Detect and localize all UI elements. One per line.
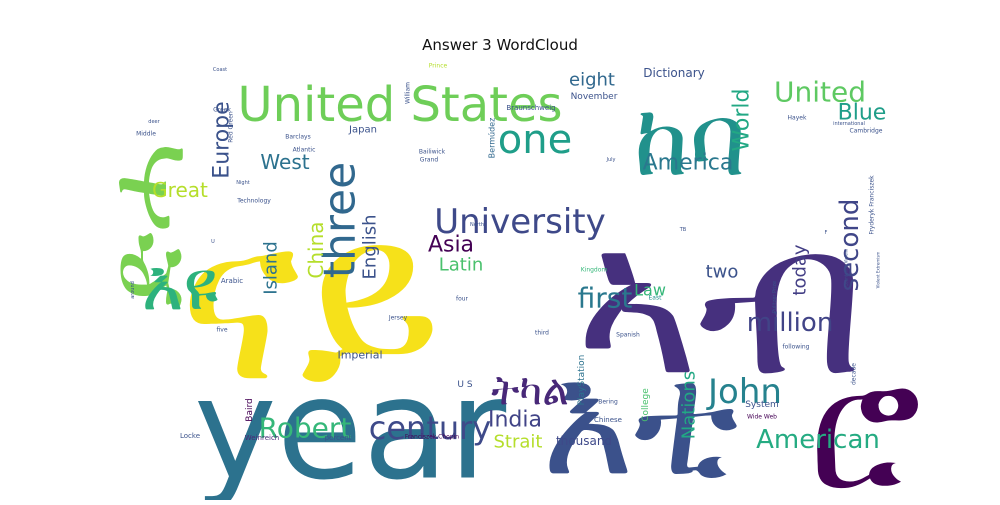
word-label: around — [130, 281, 136, 299]
word-label: World — [730, 88, 755, 151]
word-label: Japan — [348, 125, 377, 136]
word-label: million — [747, 308, 834, 338]
word-label: today — [790, 244, 811, 296]
word-label: July — [606, 157, 616, 163]
word-label: Europe — [210, 101, 235, 178]
word-label: እዩ — [142, 244, 219, 326]
word-label: System — [745, 400, 779, 410]
word-label: Barclays — [285, 134, 310, 141]
word-label: Fryderyk Franciszek — [869, 175, 876, 235]
word-label: Braunschweig — [506, 104, 555, 112]
word-label: American — [756, 425, 880, 455]
word-label: Cambridge — [850, 128, 883, 135]
word-label: Chinese — [594, 416, 622, 424]
word-label: Great — [152, 178, 208, 202]
word-label: third — [535, 330, 549, 337]
word-label: ድሓ — [81, 142, 209, 308]
word-label: Prince — [429, 63, 448, 70]
word-label: year — [194, 349, 507, 501]
word-label: Coast — [213, 67, 227, 73]
word-label: Bering — [598, 399, 618, 406]
word-label: U — [211, 239, 215, 245]
word-label: Greek — [213, 107, 231, 114]
word-label: F — [825, 230, 828, 236]
word-label: Strait — [494, 432, 543, 453]
word-label: U S — [457, 380, 472, 390]
word-label: Blue — [838, 101, 887, 126]
word-label: India — [488, 408, 542, 433]
word-label: November — [571, 92, 618, 102]
word-label: Pulitzer Prize — [772, 281, 778, 313]
word-label: ሮ — [809, 331, 922, 500]
word-label: Asia — [428, 233, 474, 258]
word-label: four — [456, 296, 469, 303]
word-label: Dictionary — [643, 66, 705, 80]
word-label: percent — [325, 434, 352, 442]
word-label: Violent Extremism — [876, 252, 881, 289]
word-label: America — [643, 151, 734, 176]
word-label: Latin — [439, 255, 484, 276]
word-label: three — [315, 162, 366, 278]
word-label: East — [649, 295, 663, 302]
word-label: North — [470, 222, 484, 228]
word-label: PlayStation — [577, 355, 587, 406]
word-label: one — [498, 117, 572, 163]
word-label: Atlantic — [293, 147, 316, 154]
word-label: Robert — [259, 412, 352, 445]
word-label: United States — [237, 77, 562, 133]
word-label: United — [774, 76, 866, 109]
word-label: Law — [634, 281, 666, 300]
word-label: Arabic — [221, 277, 243, 285]
word-label: Island — [261, 241, 282, 295]
word-label: ከባ — [634, 82, 747, 199]
word-label: ናይ — [178, 167, 441, 434]
word-label: Wide Web — [747, 414, 777, 421]
word-label: Franciszek Chopin — [405, 434, 459, 441]
word-label: Technology — [236, 198, 271, 205]
word-label: first — [578, 282, 633, 315]
word-label: Locke — [180, 432, 200, 440]
word-label: Weinreich — [245, 434, 279, 442]
word-label: China — [304, 221, 328, 278]
word-label: Middle — [136, 131, 156, 138]
word-label: John — [706, 372, 782, 412]
word-label: TB — [679, 227, 687, 233]
word-label: eight — [569, 70, 615, 91]
word-label: Night — [236, 180, 249, 186]
word-label: Red Green — [228, 111, 235, 143]
word-label: second — [835, 199, 865, 292]
chart-title: Answer 3 WordCloud — [422, 36, 578, 54]
word-label: ትካል — [491, 366, 569, 415]
word-label: Kingdom — [581, 267, 608, 274]
word-label: international — [833, 121, 865, 127]
word-label: West — [260, 150, 309, 174]
word-label: Hayek — [788, 115, 807, 122]
word-label: ኣብ — [575, 178, 865, 423]
word-label: Imperial — [337, 349, 382, 362]
word-label: two — [706, 262, 739, 283]
word-label: Baird — [245, 398, 255, 421]
word-label: College — [641, 388, 651, 422]
word-label: Nations — [679, 371, 700, 439]
word-label: thousand — [556, 434, 612, 448]
word-label: Bailiwick — [419, 149, 446, 156]
word-label: Countering Violent — [844, 249, 849, 287]
word-label: Grand — [420, 157, 439, 164]
word-label: Spanish — [616, 332, 640, 339]
word-label: English — [360, 215, 381, 280]
word-label: William — [405, 82, 412, 104]
word-label: እቲ — [542, 330, 739, 501]
word-label: century — [369, 409, 491, 447]
word-label: following — [783, 344, 810, 351]
word-label: deer — [148, 119, 160, 125]
word-label: University — [434, 202, 606, 242]
word-label: Bermúdez — [488, 118, 497, 159]
word-label: decade — [851, 363, 858, 385]
word-label: Jersey — [388, 315, 408, 322]
word-label: five — [216, 327, 227, 334]
